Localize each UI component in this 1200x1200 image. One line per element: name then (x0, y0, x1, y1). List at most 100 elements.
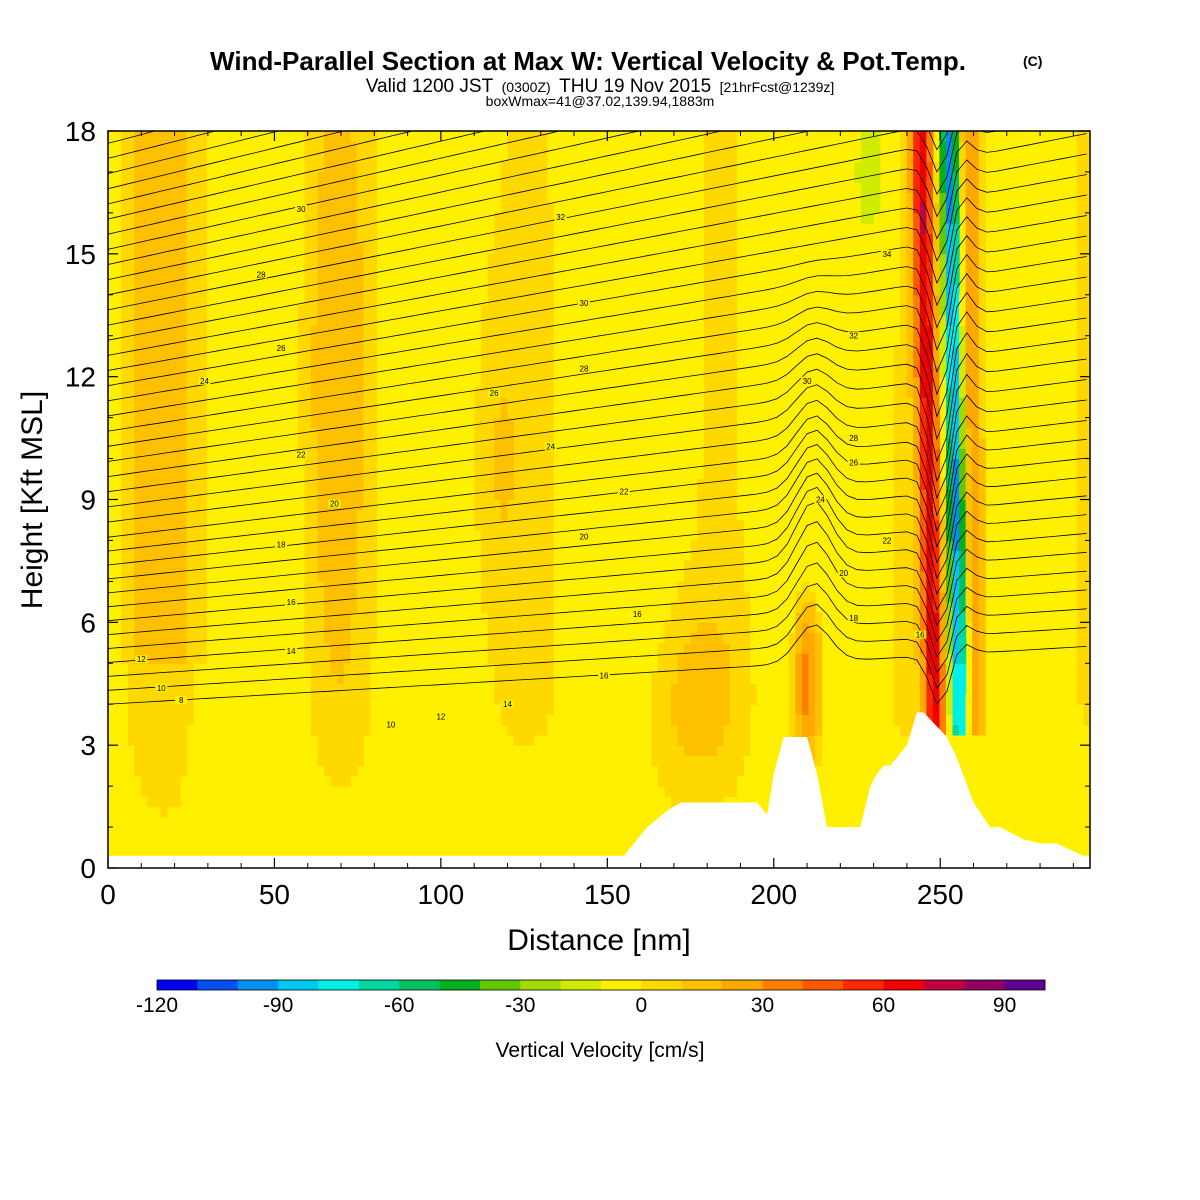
w-cell (873, 151, 882, 163)
w-cell (716, 438, 724, 449)
w-cell (140, 284, 148, 296)
w-cell (193, 325, 201, 337)
w-cell (965, 202, 973, 214)
w-cell (952, 693, 960, 705)
w-cell (507, 468, 515, 480)
w-cell (494, 499, 502, 511)
w-cell (180, 724, 188, 736)
w-cell (913, 509, 921, 521)
w-cell (317, 376, 325, 388)
w-cell (134, 479, 142, 490)
w-cell (978, 663, 986, 675)
contour-label: 22 (297, 451, 306, 460)
w-cell (160, 407, 168, 419)
w-cell (828, 448, 836, 460)
w-cell (703, 325, 711, 337)
w-cell (356, 284, 364, 296)
w-cell (507, 438, 515, 449)
w-cell (337, 458, 345, 470)
w-cell (1083, 448, 1090, 460)
w-cell (716, 519, 724, 531)
w-cell (337, 622, 345, 634)
theta-contour-line (108, 131, 280, 174)
w-cell (533, 601, 541, 613)
w-cell (795, 601, 803, 613)
w-cell (147, 171, 155, 183)
w-cell (729, 755, 738, 767)
w-cell (1076, 335, 1085, 347)
theta-contour-line (108, 133, 1087, 326)
w-cell (703, 192, 711, 204)
w-cell (932, 335, 941, 347)
w-cell (710, 438, 718, 449)
w-cell (716, 233, 724, 245)
w-cell (180, 161, 188, 173)
w-cell (297, 345, 305, 357)
w-cell (972, 704, 980, 716)
w-cell (304, 345, 312, 357)
w-cell (671, 663, 679, 675)
w-cell (252, 683, 260, 695)
w-cell (690, 683, 698, 695)
w-cell (808, 632, 816, 644)
w-cell (854, 243, 862, 255)
w-cell (140, 704, 148, 716)
w-cell (134, 601, 142, 613)
w-cell (140, 202, 148, 214)
w-cell (127, 663, 135, 675)
w-cell (710, 325, 718, 337)
w-cell (533, 274, 541, 286)
contour-label-bg (914, 630, 927, 639)
w-cell (481, 335, 489, 347)
w-cell (173, 519, 181, 531)
colorbar-swatch (802, 980, 844, 990)
w-cell (428, 509, 436, 521)
w-cell (952, 233, 960, 245)
w-cell (317, 530, 325, 542)
w-cell (180, 745, 188, 757)
w-cell (193, 438, 201, 449)
w-cell (926, 345, 934, 357)
w-cell (605, 161, 613, 173)
w-cell (533, 642, 541, 654)
w-cell (193, 468, 201, 480)
colorbar-tick-label: -90 (263, 994, 293, 1017)
w-cell (245, 663, 253, 675)
w-cell (932, 315, 941, 327)
w-cell (729, 693, 738, 705)
w-cell (330, 775, 338, 787)
w-cell (716, 683, 724, 695)
w-cell (428, 274, 436, 286)
w-cell (507, 151, 515, 163)
w-cell (350, 612, 358, 623)
w-cell (153, 601, 161, 613)
w-cell (729, 366, 738, 378)
w-cell (343, 264, 351, 275)
w-cell (638, 468, 646, 480)
w-cell (310, 305, 319, 316)
w-cell (716, 775, 724, 787)
w-cell (991, 223, 999, 234)
w-cell (422, 612, 430, 623)
w-cell (1011, 673, 1019, 685)
w-cell (854, 264, 862, 275)
w-cell (526, 274, 535, 286)
w-cell (160, 356, 168, 368)
w-cell (638, 202, 646, 214)
w-cell (703, 642, 711, 654)
w-cell (729, 448, 738, 460)
w-cell (736, 653, 744, 664)
w-cell (710, 171, 718, 183)
w-cell (121, 591, 129, 603)
w-cell (847, 192, 855, 204)
w-cell (795, 233, 803, 245)
w-cell (369, 550, 378, 562)
contour-label-bg (255, 270, 268, 279)
w-cell (677, 693, 685, 705)
w-cell (710, 417, 718, 429)
contour-label-bg (275, 344, 288, 352)
w-cell (337, 745, 345, 757)
w-cell (343, 131, 351, 142)
w-cell (945, 550, 954, 562)
terrain (108, 712, 1090, 868)
